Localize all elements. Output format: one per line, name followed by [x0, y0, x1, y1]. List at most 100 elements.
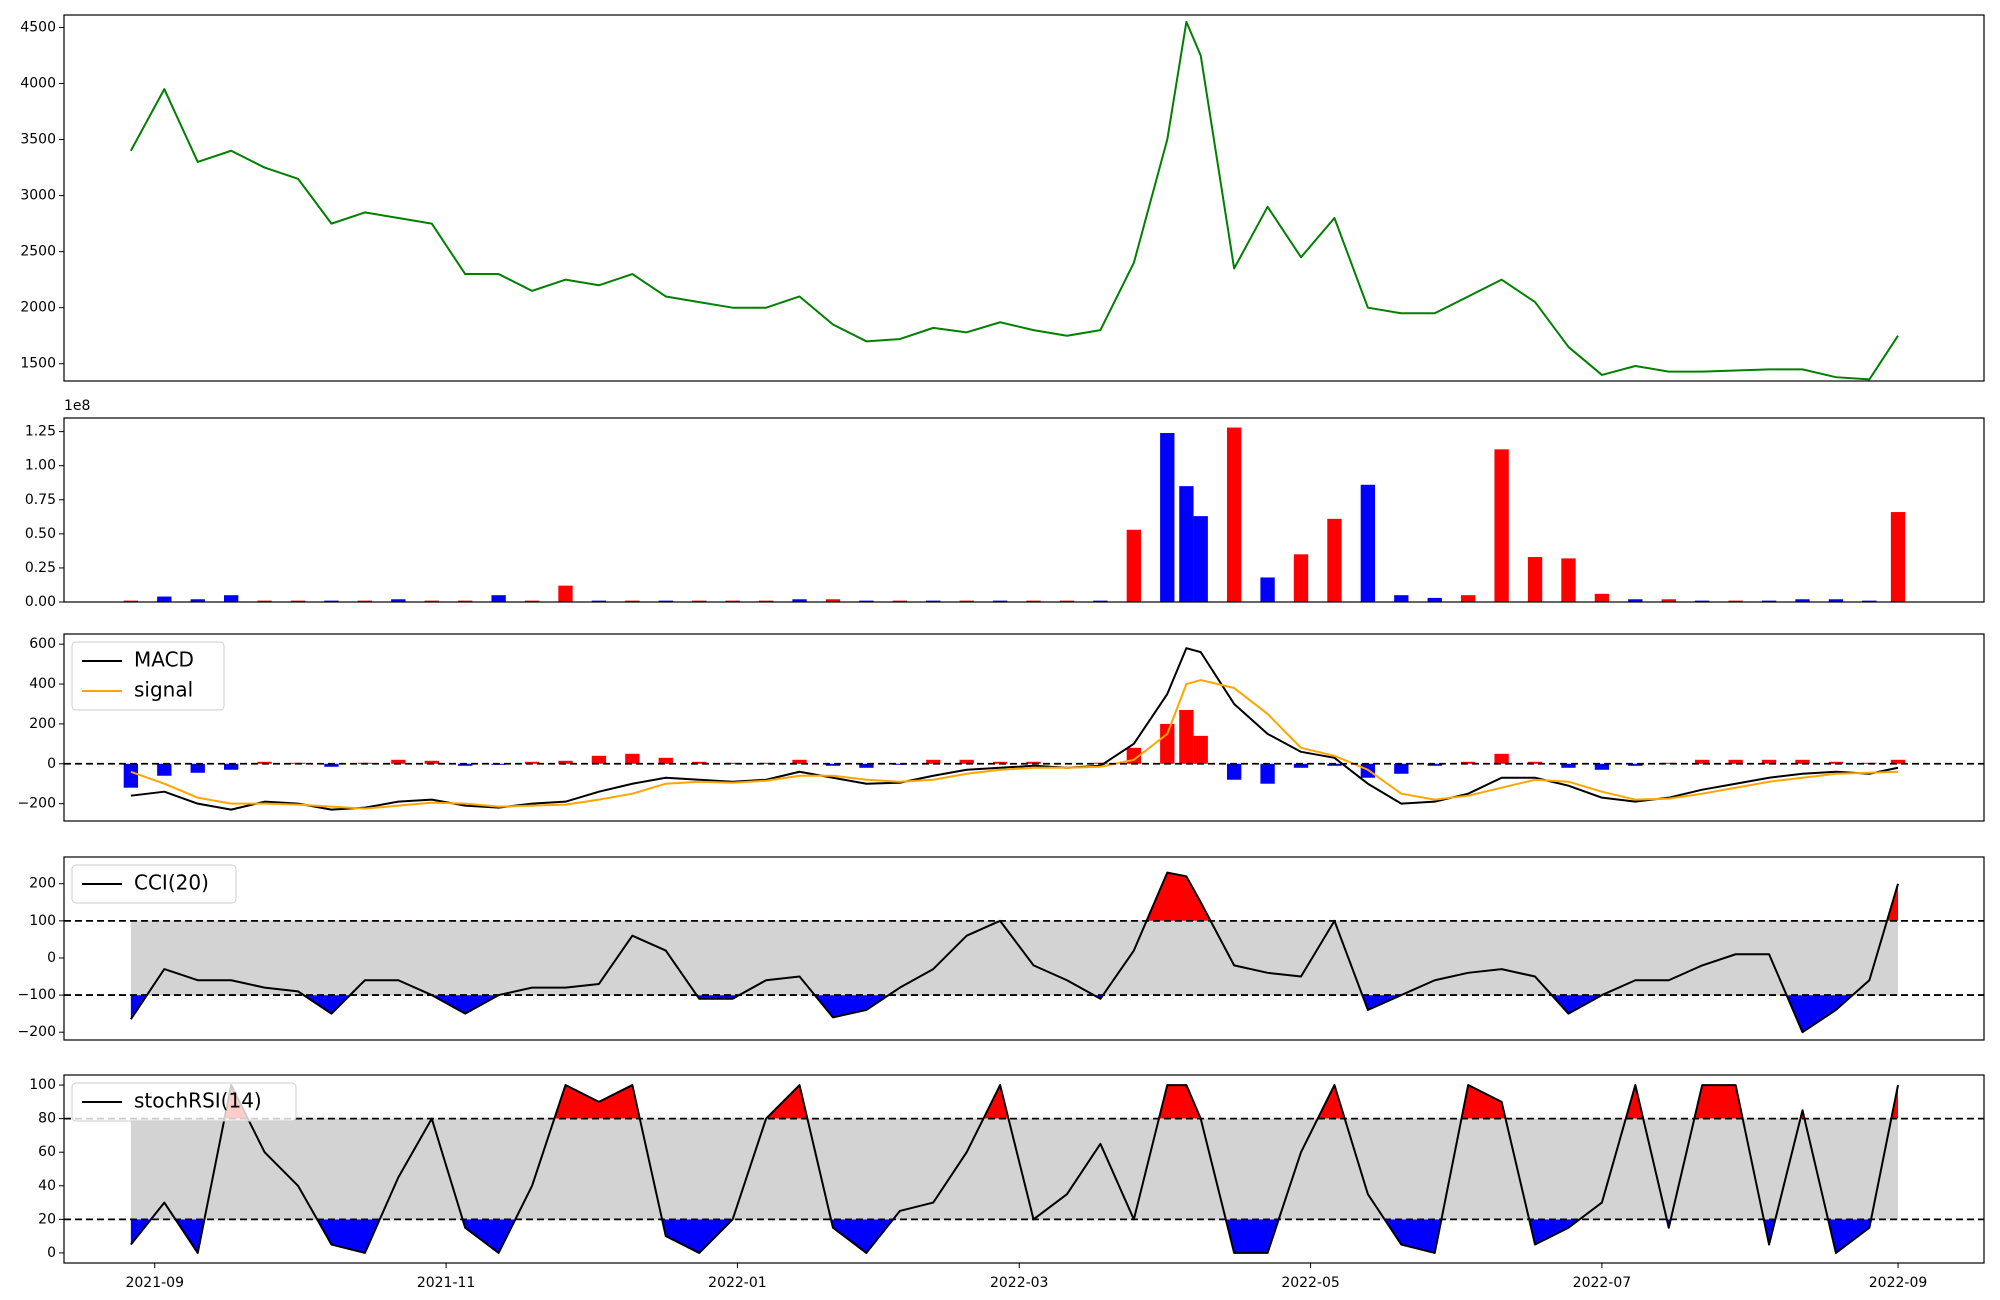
volume-bar [1226, 427, 1242, 602]
histogram-bar [190, 763, 205, 773]
volume-bar [1728, 600, 1743, 602]
y-tick-label: 0.00 [25, 594, 56, 610]
histogram-bar [859, 763, 874, 768]
series-line [130, 647, 1899, 811]
y-tick-label: 2000 [20, 300, 56, 316]
histogram-bar [1661, 762, 1676, 764]
volume-bar [224, 595, 239, 602]
histogram-bar [157, 763, 172, 776]
legend-label: stochRSI(14) [134, 1089, 262, 1113]
histogram-bar [558, 760, 573, 764]
y-tick-label: 20 [38, 1211, 56, 1227]
y-tick-label: 400 [29, 676, 56, 692]
histogram-bar [524, 761, 540, 764]
histogram-bar [1293, 763, 1309, 768]
volume-bar [1193, 516, 1208, 602]
histogram-bar [892, 763, 907, 765]
y-tick-label: 0.75 [25, 492, 56, 508]
oversold-fill [130, 1219, 1899, 1253]
series-line [130, 679, 1899, 810]
x-tick-label: 2022-07 [1573, 1275, 1632, 1291]
histogram-bar [1594, 763, 1610, 770]
volume-bar [1360, 484, 1376, 602]
volume-bar [1561, 558, 1576, 602]
volume-bar [1160, 432, 1175, 602]
volume-bar [558, 585, 573, 602]
histogram-bar [658, 757, 673, 764]
histogram-bar [1628, 763, 1643, 766]
axes-frame [63, 856, 1985, 1041]
histogram-bar [391, 759, 406, 764]
y-tick-label: 40 [38, 1178, 56, 1194]
histogram-bar [1561, 763, 1576, 768]
y-tick-label: 80 [38, 1111, 56, 1127]
volume-bar [1494, 449, 1509, 602]
volume-bar [658, 600, 673, 602]
y-tick-label: −200 [18, 796, 56, 812]
legend-box [71, 864, 237, 904]
volume-bar [357, 600, 373, 602]
volume-bar [1527, 557, 1543, 602]
histogram-bar [1828, 761, 1844, 764]
panel [123, 647, 1906, 811]
y-tick-label: 4500 [20, 19, 56, 35]
volume-bar [1059, 600, 1075, 602]
volume-bar [1695, 600, 1710, 602]
y-tick-label: −200 [18, 1024, 56, 1040]
histogram-bar [1795, 759, 1810, 764]
volume-bar [391, 599, 406, 602]
y-tick-label: 0 [47, 1245, 56, 1261]
x-tick-label: 2022-03 [990, 1275, 1049, 1291]
histogram-bar [959, 759, 974, 764]
volume-bar [892, 600, 907, 602]
x-tick-label: 2021-09 [125, 1275, 184, 1291]
overbought-fill [130, 1085, 1899, 1119]
y-tick-label: 600 [29, 636, 56, 652]
volume-bar [257, 600, 272, 602]
volume-bar [725, 600, 740, 602]
panel [129, 20, 1899, 381]
volume-bar [1890, 512, 1906, 602]
volume-bar [290, 600, 306, 602]
histogram-bar [224, 763, 239, 770]
histogram-bar [324, 763, 339, 767]
volume-bar [1327, 518, 1342, 602]
histogram-bar [1728, 759, 1743, 764]
y-tick-label: 3500 [20, 132, 56, 148]
volume-bar [758, 600, 774, 602]
volume-bar [190, 599, 205, 602]
neutral-band [130, 1118, 1899, 1220]
histogram-bar [1394, 763, 1409, 774]
volume-bar [1026, 600, 1041, 602]
histogram-bar [792, 759, 807, 764]
histogram-bar [625, 753, 640, 764]
x-tick-label: 2022-01 [708, 1275, 767, 1291]
y-tick-label: 200 [29, 876, 56, 892]
volume-bar [1761, 600, 1777, 602]
histogram-bar [1427, 763, 1442, 766]
volume-bar [591, 600, 607, 602]
histogram-bar [1494, 753, 1509, 764]
y-tick-label: 0 [47, 950, 56, 966]
volume-bar [625, 600, 640, 602]
volume-bar [157, 596, 172, 602]
histogram-bar [1193, 735, 1208, 764]
histogram-bar [758, 762, 774, 764]
histogram-bar [1160, 723, 1175, 764]
volume-bar [424, 600, 439, 602]
panel [130, 1084, 1900, 1254]
volume-bar [992, 600, 1008, 602]
legend-label: signal [134, 678, 193, 702]
volume-bar [1795, 599, 1810, 602]
histogram-bar [992, 761, 1008, 764]
histogram-bar [1260, 763, 1275, 784]
histogram-bar [1327, 763, 1342, 766]
histogram-bar [1527, 761, 1543, 764]
y-tick-label: 0.25 [25, 560, 56, 576]
volume-bar [959, 600, 974, 602]
volume-bar [324, 600, 339, 602]
histogram-bar [1890, 759, 1906, 764]
legend-label: CCI(20) [134, 871, 209, 895]
y-tick-label: 0.50 [25, 526, 56, 542]
